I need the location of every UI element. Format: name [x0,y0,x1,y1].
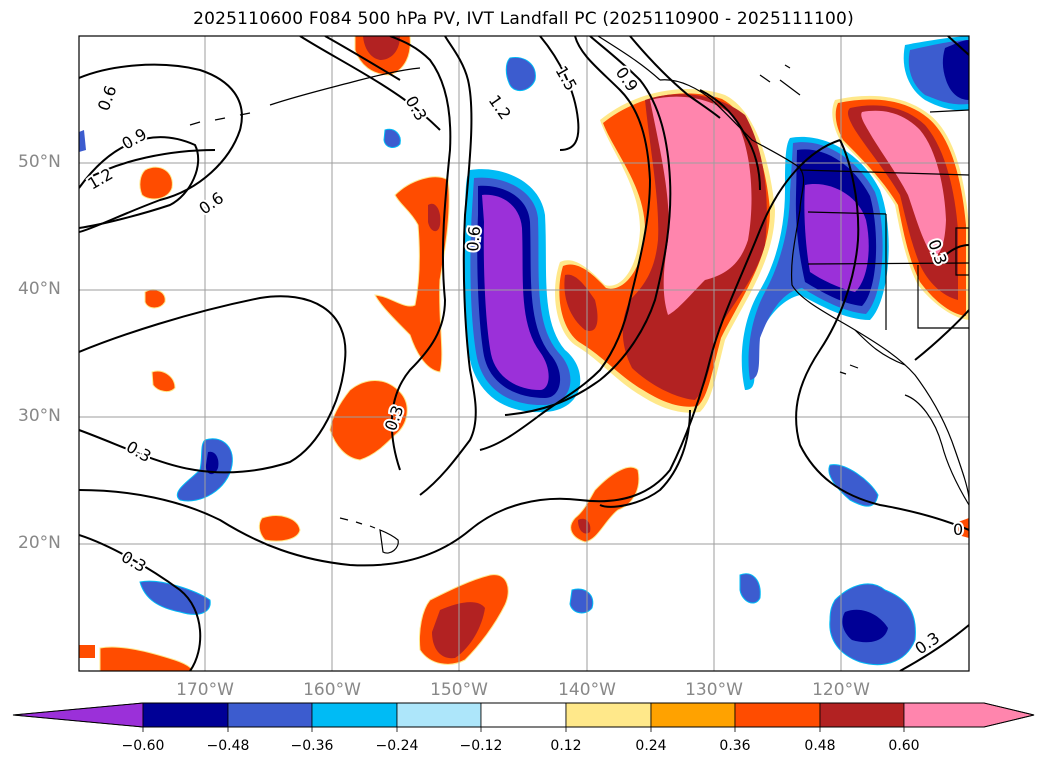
colorbar-segment [903,702,1035,728]
lat-label: 50°N [18,152,61,172]
lon-label: 160°W [303,680,361,700]
map-frame [78,35,970,672]
colorbar-tick-label: 0.36 [719,738,751,754]
lon-label: 170°W [176,680,234,700]
pv-contours [79,36,969,671]
colorbar-tick-label: −0.60 [121,738,165,754]
colorbar-tick-label: −0.12 [459,738,503,754]
colorbar [12,702,1035,732]
lat-label: 20°N [18,533,61,553]
colorbar-tick-label: 0.24 [635,738,667,754]
coastlines [189,36,969,554]
lat-label: 30°N [18,406,61,426]
colorbar-segment [734,702,821,728]
colorbar-segment [12,702,144,728]
colorbar-segment [311,702,398,728]
colorbar-tick-label: 0.60 [888,738,920,754]
lon-label: 150°W [430,680,488,700]
lon-label: 120°W [812,680,870,700]
colorbar-segment [142,702,229,728]
colorbar-segment [396,702,482,728]
colorbar-tick-label: −0.36 [290,738,334,754]
lon-label: 140°W [558,680,616,700]
colorbar-segment [227,702,313,728]
colorbar-tick-label: 0.48 [804,738,836,754]
colorbar-tick-label: 0.12 [550,738,582,754]
colorbar-segment [650,702,736,728]
lon-label: 130°W [685,680,743,700]
colorbar-segment [565,702,652,728]
lat-label: 40°N [18,279,61,299]
colorbar-tick-label: −0.24 [375,738,419,754]
colorbar-tick-label: −0.48 [206,738,250,754]
contour-label: 0 [953,520,963,539]
contour-label: 0.6 [463,225,484,252]
figure-title: 2025110600 F084 500 hPa PV, IVT Landfall… [193,9,854,29]
colorbar-segment [819,702,905,728]
colorbar-segment [480,702,567,728]
